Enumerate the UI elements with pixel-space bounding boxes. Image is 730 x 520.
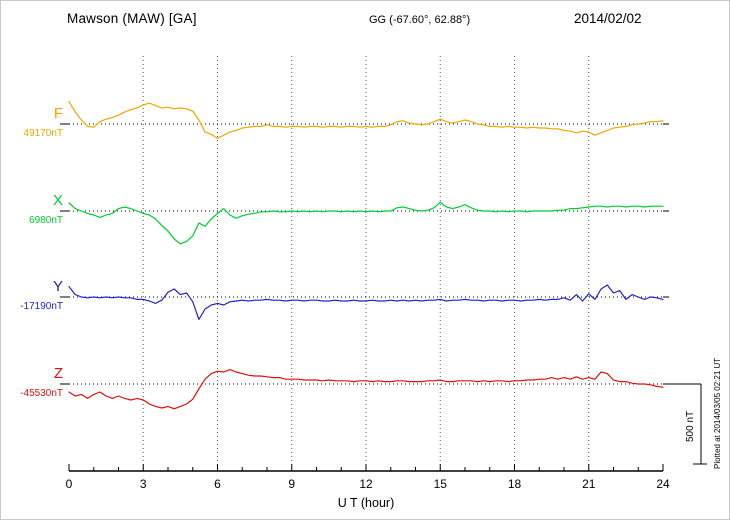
series-baseline-z: -45530nT xyxy=(20,388,63,399)
x-tick-label: 6 xyxy=(214,477,221,491)
x-tick-label: 3 xyxy=(139,477,147,491)
x-tick-label: 0 xyxy=(65,477,73,491)
x-tick-label: 15 xyxy=(433,477,447,491)
series-letter-f: F xyxy=(53,105,63,122)
series-letter-y: Y xyxy=(52,278,63,295)
x-tick-label: 18 xyxy=(507,477,522,491)
series-baseline-x: 6980nT xyxy=(29,215,63,226)
station-title: Mawson (MAW) [GA] xyxy=(67,11,197,26)
plotted-timestamp-note: Plotted at 2014/03/05 02:21 UT xyxy=(713,357,722,469)
geographic-coords: GG (-67.60°, 62.88°) xyxy=(369,14,471,26)
x-tick-label: 24 xyxy=(656,477,670,491)
series-baseline-f: 49170nT xyxy=(23,128,63,139)
plot-date: 2014/02/02 xyxy=(574,11,642,26)
x-tick-label: 21 xyxy=(582,477,596,491)
series-baseline-y: -17190nT xyxy=(20,301,63,312)
series-letter-x: X xyxy=(52,192,63,209)
x-tick-label: 9 xyxy=(288,477,296,491)
x-axis-label: U T (hour) xyxy=(337,496,395,510)
scale-bar-label: 500 nT xyxy=(685,410,696,442)
series-letter-z: Z xyxy=(53,365,63,382)
x-tick-label: 12 xyxy=(359,477,373,491)
